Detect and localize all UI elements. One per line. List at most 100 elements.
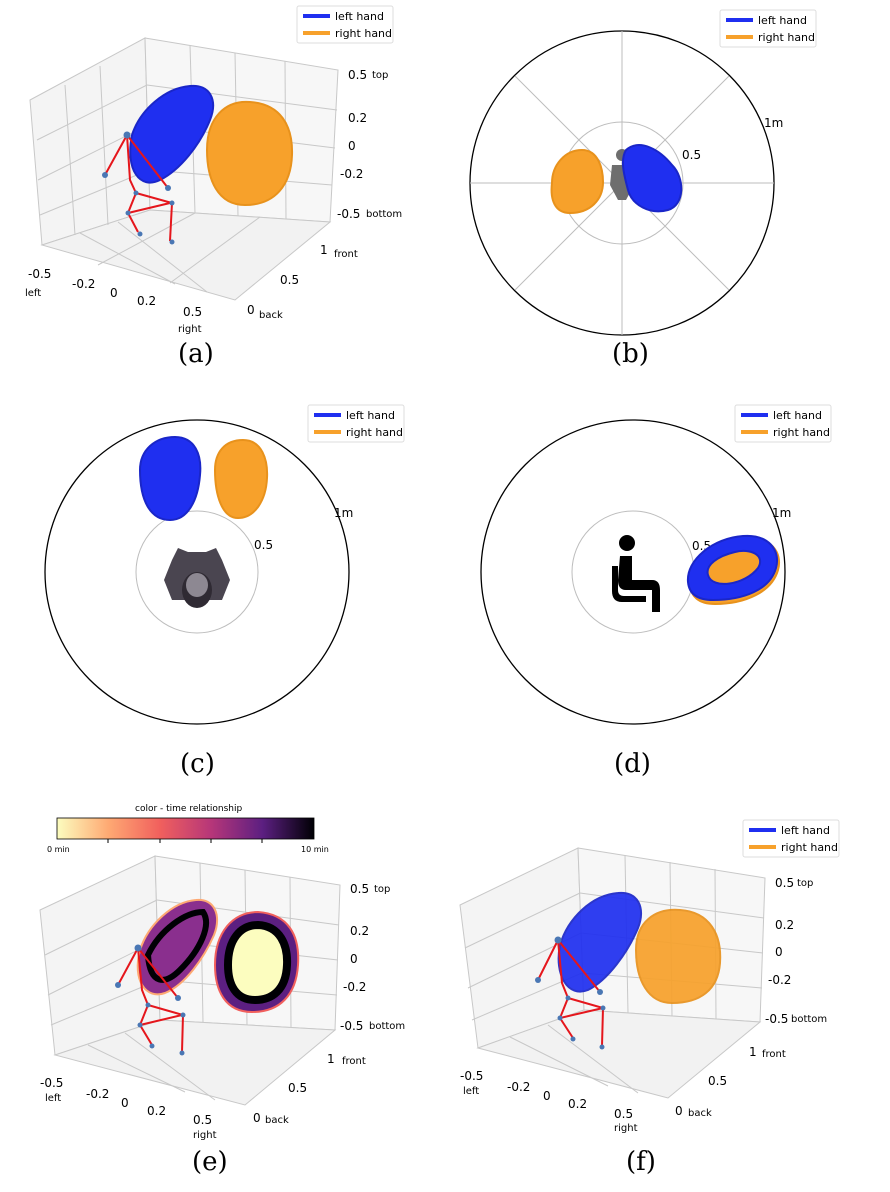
y-front-label: front	[342, 1056, 366, 1067]
z-top-label: top	[374, 884, 390, 895]
axis-y-ticks: 1 front 0.5 0 back	[253, 1052, 366, 1126]
x-right-label: right	[178, 324, 202, 335]
x-tick: -0.2	[86, 1087, 109, 1101]
y-tick: 0.5	[708, 1074, 727, 1088]
x-tick: -0.5	[40, 1076, 63, 1090]
y-tick: 0	[247, 303, 255, 317]
legend-left-hand: left hand	[773, 409, 822, 422]
x-tick: 0.2	[568, 1097, 587, 1111]
y-front-label: front	[762, 1049, 786, 1060]
panel-a: 0.5 top 0.2 0 -0.2 -0.5 bottom -0.5 left…	[25, 5, 402, 369]
colorbar-min: 0 min	[47, 845, 70, 854]
z-tick: 0.2	[775, 918, 794, 932]
z-tick: -0.5	[337, 207, 360, 221]
right-hand-trajectory	[213, 438, 269, 520]
axis-y-ticks: 1 front 0.5 0 back	[675, 1045, 786, 1119]
z-tick: -0.2	[340, 167, 363, 181]
legend-left-hand: left hand	[335, 10, 384, 23]
panel-d: 1m 0.5 left hand right hand (d)	[480, 404, 832, 779]
y-tick: 0	[253, 1111, 261, 1125]
z-tick: -0.5	[765, 1012, 788, 1026]
axis-y-ticks: 1 front 0.5 0 back	[247, 243, 358, 321]
x-tick: 0.5	[193, 1113, 212, 1127]
hand-trajectories-overlap	[686, 534, 781, 606]
right-hand-trajectory-timecolored	[213, 910, 300, 1014]
z-tick: 0.5	[348, 68, 367, 82]
x-left-label: left	[463, 1086, 479, 1097]
x-tick: -0.5	[460, 1069, 483, 1083]
z-bottom-label: bottom	[369, 1021, 405, 1032]
x-right-label: right	[614, 1123, 638, 1134]
right-hand-trajectory	[550, 148, 605, 215]
x-tick: 0.5	[614, 1107, 633, 1121]
panel-label: (d)	[614, 749, 651, 779]
legend: left hand right hand	[742, 819, 840, 858]
z-tick: 0	[775, 945, 783, 959]
axis-z-ticks: 0.5 top 0.2 0 -0.2 -0.5 bottom	[765, 876, 827, 1026]
polar-r-outer-label: 1m	[772, 506, 791, 520]
polar-r-inner-label: 0.5	[254, 538, 273, 552]
x-tick: -0.2	[72, 277, 95, 291]
y-tick: 1	[327, 1052, 335, 1066]
panel-label: (f)	[626, 1147, 656, 1177]
polar-r-inner-label: 0.5	[682, 148, 701, 162]
panel-label: (c)	[180, 749, 215, 779]
axis-z-ticks: 0.5 top 0.2 0 -0.2 -0.5 bottom	[337, 68, 402, 221]
legend-left-hand: left hand	[781, 824, 830, 837]
y-tick: 1	[320, 243, 328, 257]
legend-right-hand: right hand	[346, 426, 403, 439]
z-tick: 0.2	[350, 924, 369, 938]
colorbar-title: color - time relationship	[135, 804, 243, 814]
x-tick: 0	[543, 1089, 551, 1103]
legend: left hand right hand	[719, 9, 817, 48]
legend-right-hand: right hand	[335, 27, 392, 40]
z-bottom-label: bottom	[366, 209, 402, 220]
legend-right-hand: right hand	[773, 426, 830, 439]
x-tick: 0	[121, 1096, 129, 1110]
z-tick: -0.2	[343, 980, 366, 994]
left-hand-trajectory	[129, 84, 215, 184]
y-back-label: back	[688, 1108, 712, 1119]
y-tick: 0	[675, 1104, 683, 1118]
y-tick: 0.5	[288, 1081, 307, 1095]
right-hand-trajectory	[205, 100, 294, 207]
x-tick: 0.2	[137, 294, 156, 308]
polar-outer-circle	[480, 419, 786, 725]
polar-r-outer-label: 1m	[334, 506, 353, 520]
axes3d-grid	[29, 37, 339, 301]
skeleton-joints	[115, 944, 186, 1056]
y-front-label: front	[334, 249, 358, 260]
legend-right-hand: right hand	[758, 31, 815, 44]
z-tick: 0	[348, 139, 356, 153]
y-tick: 1	[749, 1045, 757, 1059]
legend: left hand right hand	[296, 5, 394, 44]
polar-r-outer-label: 1m	[764, 116, 783, 130]
colorbar: color - time relationship 0 min 10 min	[47, 804, 329, 854]
panel-f: 0.5 top 0.2 0 -0.2 -0.5 bottom -0.5 left…	[459, 819, 840, 1177]
legend-right-hand: right hand	[781, 841, 838, 854]
x-tick: 0.5	[183, 305, 202, 319]
z-tick: -0.2	[768, 973, 791, 987]
x-tick: 0	[110, 286, 118, 300]
x-left-label: left	[25, 288, 41, 299]
x-right-label: right	[193, 1130, 217, 1141]
axis-z-ticks: 0.5 top 0.2 0 -0.2 -0.5 bottom	[340, 882, 405, 1033]
y-back-label: back	[265, 1115, 289, 1126]
polar-inner-circle	[135, 510, 259, 634]
x-tick: -0.2	[507, 1080, 530, 1094]
z-top-label: top	[372, 70, 388, 81]
panel-c: 1m 0.5 left hand right hand (c)	[44, 404, 405, 779]
colorbar-max: 10 min	[301, 845, 329, 854]
legend-left-hand: left hand	[758, 14, 807, 27]
left-hand-trajectory	[621, 144, 683, 213]
x-tick: -0.5	[28, 267, 51, 281]
left-hand-trajectory-timecolored	[136, 898, 219, 996]
x-left-label: left	[45, 1093, 61, 1104]
z-tick: 0.5	[775, 876, 794, 890]
legend: left hand right hand	[734, 404, 832, 443]
panel-label: (a)	[178, 339, 214, 369]
x-tick: 0.2	[147, 1104, 166, 1118]
axis-x-ticks: -0.5 left -0.2 0 0.2 0.5 right	[40, 1076, 217, 1141]
panel-label: (e)	[192, 1147, 228, 1177]
